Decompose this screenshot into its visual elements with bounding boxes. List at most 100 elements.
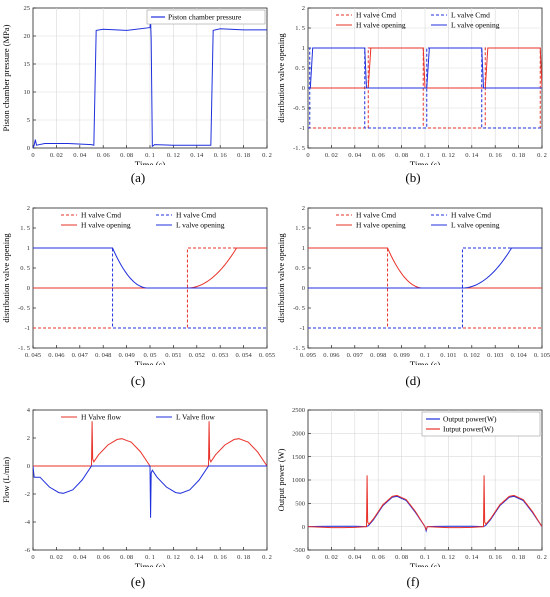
x-tick-label: 0. 04	[348, 152, 362, 159]
x-tick-label: 0. 097	[347, 352, 364, 359]
y-tick-label: 10	[24, 89, 31, 96]
series-blue-solid	[308, 247, 542, 289]
x-axis-label: Time (s)	[410, 562, 440, 567]
x-axis-label: Time (s)	[410, 160, 440, 165]
y-tick-label: 1. 5	[295, 25, 305, 32]
legend-box	[146, 9, 266, 25]
y-tick-label: -0. 5	[293, 305, 305, 312]
y-tick-label: 2	[27, 205, 30, 212]
x-tick-label: 0. 16	[489, 152, 503, 159]
y-tick-label: -1	[300, 125, 305, 132]
y-tick-label: 5	[27, 117, 30, 124]
x-tick-label: 0. 2	[537, 554, 547, 561]
y-tick-label: 0. 5	[20, 265, 30, 272]
x-tick-label: 0. 08	[395, 152, 408, 159]
y-tick-label: -4	[25, 519, 31, 526]
x-tick-label: 0. 101	[440, 352, 456, 359]
x-tick-label: 0. 103	[487, 352, 503, 359]
legend-label: Iutput power(W)	[443, 425, 494, 434]
x-tick-label: 0	[31, 554, 34, 561]
x-tick-label: 0. 06	[372, 554, 386, 561]
series-red-solid	[308, 475, 542, 531]
legend-label: L valve opening	[451, 221, 500, 230]
y-tick-label: 0	[302, 285, 305, 292]
y-tick-label: -1. 5	[18, 345, 30, 352]
y-tick-label: 2500	[292, 407, 305, 414]
y-tick-label: -500	[293, 547, 305, 554]
x-tick-label: 0. 02	[325, 554, 338, 561]
legend-label: H valve Cmd	[356, 11, 396, 20]
y-tick-label: 0	[302, 85, 305, 92]
x-tick-label: 0. 18	[512, 152, 525, 159]
chart-d: 0. 095 0. 096 0. 097 0. 098 0. 099 0. 1 0. 101…	[276, 205, 550, 365]
x-tick-label: 0. 02	[50, 554, 63, 561]
x-tick-label: 0. 04	[73, 152, 87, 159]
caption-f: (f)	[406, 574, 420, 589]
x-tick-label: 0. 2	[262, 152, 272, 159]
series-blue-solid	[308, 47, 542, 89]
chart-c: 0. 045 0. 046 0. 047 0. 048 0. 049 0. 05 0. 05…	[1, 205, 275, 365]
x-tick-label: 0. 16	[489, 554, 503, 561]
x-tick-label: 0	[31, 152, 34, 159]
x-tick-label: 0. 1	[145, 152, 155, 159]
x-tick-label: 0. 055	[259, 352, 275, 359]
x-tick-label: 0. 102	[464, 352, 480, 359]
x-tick-label: 0. 04	[348, 554, 362, 561]
x-tick-label: 0. 053	[212, 352, 228, 359]
x-tick-label: 0. 12	[442, 554, 455, 561]
y-tick-label: 0	[302, 524, 305, 531]
x-tick-label: 0. 1	[420, 152, 430, 159]
y-tick-label: 2	[302, 5, 305, 12]
x-tick-label: 0. 02	[325, 152, 338, 159]
y-axis-label: Flow (L/min)	[1, 457, 11, 503]
x-tick-label: 0. 12	[442, 152, 455, 159]
x-axis-label: Time (s)	[135, 160, 165, 165]
x-tick-label: 0. 104	[510, 352, 527, 359]
y-tick-label: -2	[25, 491, 30, 498]
legend-label: H valve Cmd	[356, 211, 396, 220]
series-blue-dashed	[33, 247, 267, 329]
chart-a: 0 0. 02 0. 04 0. 06 0. 08 0. 1 0. 12 0. 14 0. 16…	[1, 5, 272, 165]
x-tick-label: 0. 12	[167, 152, 180, 159]
x-axis-label: Time (s)	[135, 360, 165, 365]
legend-label: Output power(W)	[443, 415, 497, 424]
caption-b: (b)	[405, 170, 421, 185]
x-tick-label: 0. 18	[237, 152, 250, 159]
x-tick-label: 0. 2	[537, 152, 547, 159]
legend-label: L valve Cmd	[451, 11, 490, 20]
legend-label: H valve opening	[356, 21, 406, 30]
y-axis-label: Output power (W)	[276, 448, 286, 511]
y-tick-label: 0. 5	[295, 65, 305, 72]
x-tick-label: 0. 14	[465, 152, 479, 159]
x-tick-label: 0. 052	[189, 352, 205, 359]
series-blue-dashed	[308, 247, 542, 329]
x-tick-label: 0. 05	[144, 352, 157, 359]
y-tick-label: 15	[24, 61, 31, 68]
y-axis-label: distribution valve opening	[1, 233, 11, 323]
y-tick-label: 2	[27, 435, 30, 442]
x-tick-label: 0. 046	[48, 352, 65, 359]
x-tick-label: 0. 2	[262, 554, 272, 561]
y-tick-label: 0	[27, 285, 30, 292]
x-tick-label: 0. 08	[120, 554, 133, 561]
y-tick-label: 1	[27, 245, 30, 252]
x-tick-label: 0. 14	[190, 152, 204, 159]
x-tick-label: 0. 105	[534, 352, 550, 359]
x-tick-label: 0	[306, 152, 309, 159]
legend-label: H valve Cmd	[176, 211, 216, 220]
y-axis-label: Piston chamber pressure (MPa)	[1, 24, 11, 131]
legend-label: H valve Cmd	[451, 211, 491, 220]
x-tick-label: 0. 054	[235, 352, 252, 359]
caption-c: (c)	[130, 373, 146, 388]
legend-box	[421, 411, 541, 437]
y-tick-label: 1	[302, 245, 305, 252]
x-tick-label: 0. 14	[190, 554, 204, 561]
x-tick-label: 0. 099	[393, 352, 409, 359]
y-axis-label: distribution valve opening	[276, 233, 286, 323]
x-tick-label: 0. 049	[118, 352, 134, 359]
y-tick-label: -1. 5	[293, 145, 305, 152]
y-tick-label: 2000	[292, 431, 305, 438]
y-tick-label: 2	[302, 205, 305, 212]
series-blue-solid	[33, 465, 267, 518]
x-tick-label: 0. 051	[165, 352, 181, 359]
